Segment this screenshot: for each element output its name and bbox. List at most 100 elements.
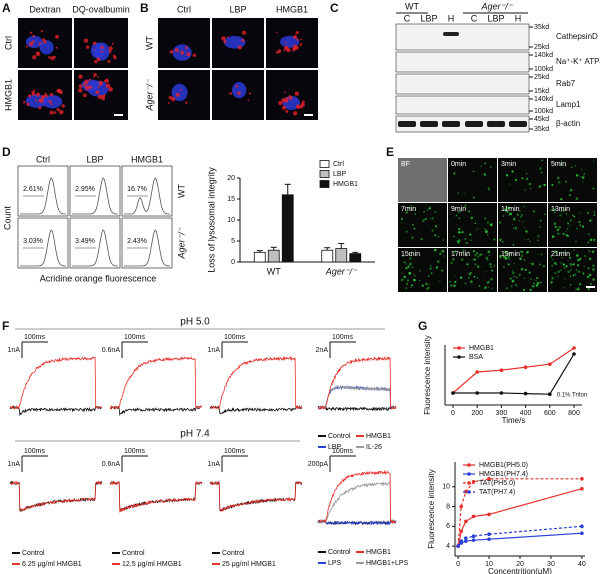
point [548, 392, 552, 397]
histogram [20, 229, 66, 267]
fluorescence [505, 209, 508, 212]
fluorescence [526, 287, 528, 289]
stain [28, 41, 34, 46]
fluorescence [535, 279, 537, 281]
fluorescence [422, 220, 424, 222]
frame [548, 203, 597, 247]
bar [321, 249, 334, 263]
fluorescence [488, 254, 491, 256]
stain [223, 40, 227, 44]
histogram [124, 177, 170, 215]
band [465, 121, 483, 127]
stain [55, 34, 60, 39]
lane-label: C [471, 13, 478, 23]
fluorescence [491, 269, 494, 272]
fluorescence [454, 254, 456, 256]
fluorescence [460, 210, 462, 212]
stain [294, 91, 299, 96]
point [459, 504, 463, 509]
stain [284, 41, 287, 44]
scale-label: 1nA [8, 347, 21, 354]
fluorescence [490, 277, 493, 281]
bar [335, 248, 348, 263]
legend-marker [467, 472, 471, 476]
frame-label: 11min [501, 206, 520, 213]
legend-label: TAT(PH5.0) [479, 480, 515, 487]
fluorescence [458, 217, 461, 220]
x-tick-label: 30 [547, 561, 555, 568]
fluorescence [591, 250, 594, 253]
fluorescence [507, 255, 511, 259]
current-trace [209, 355, 303, 410]
fluorescence [533, 282, 535, 285]
fluorescence [408, 257, 412, 260]
fluorescence [487, 286, 490, 288]
stain [296, 104, 301, 109]
stain [89, 85, 93, 89]
stain [48, 56, 51, 59]
stain [55, 46, 58, 49]
marker-label: 35kd [534, 126, 549, 133]
stain [100, 96, 106, 101]
band [509, 121, 527, 127]
stain [186, 52, 191, 57]
stain [179, 89, 182, 92]
stain [43, 40, 47, 44]
fluorescence [515, 228, 518, 230]
fluorescence [499, 238, 502, 242]
fluorescence [568, 193, 572, 197]
fluorescence [583, 175, 585, 177]
stain [235, 85, 238, 88]
stain [108, 46, 113, 51]
fluorescence [528, 271, 531, 274]
fluorescence [506, 210, 509, 214]
fluorescence [539, 226, 541, 228]
fluorescence [413, 274, 415, 276]
fluorescence [425, 282, 428, 286]
fluorescence [586, 211, 590, 215]
x-tick-label: 0 [456, 561, 460, 568]
fluorescence [453, 284, 456, 288]
fluorescence [420, 238, 423, 241]
panel-label: D [2, 145, 11, 159]
fluorescence [521, 214, 523, 216]
current-trace [317, 469, 396, 525]
current-trace [209, 404, 303, 415]
panel-label: A [2, 1, 11, 15]
point [487, 477, 491, 481]
fluorescence [436, 260, 440, 263]
fluorescence [558, 226, 561, 229]
fluorescence [584, 254, 587, 258]
histogram-frame [69, 165, 121, 217]
micrograph [266, 70, 318, 120]
fluorescence [576, 254, 579, 257]
fluorescence [473, 275, 476, 278]
fluorescence [523, 205, 525, 208]
fluorescence [502, 215, 505, 217]
band [442, 121, 460, 127]
lane-label: LBP [487, 13, 504, 23]
series-line [457, 478, 582, 547]
fluorescence [452, 258, 455, 261]
fluorescence [561, 257, 563, 259]
fluorescence [401, 217, 404, 220]
fluorescence [509, 212, 512, 216]
fluorescence [587, 267, 590, 270]
fluorescence [575, 269, 578, 271]
stain [185, 101, 188, 104]
fluorescence [523, 259, 526, 261]
fluorescence [513, 217, 516, 221]
fluorescence [562, 232, 565, 236]
fluorescence [477, 228, 479, 230]
fluorescence [484, 217, 487, 220]
fluorescence [536, 277, 539, 280]
current-trace [317, 385, 397, 410]
fluorescence [532, 210, 536, 213]
y-tick-label: 6 [446, 523, 450, 530]
fluorescence [474, 258, 477, 261]
fluorescence [593, 214, 596, 216]
stain [31, 92, 36, 96]
stain [35, 51, 41, 57]
scale-label: 1nA [8, 461, 21, 468]
histogram [124, 229, 170, 267]
